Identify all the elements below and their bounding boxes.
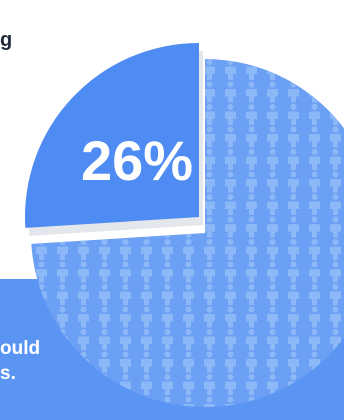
- text-fragment-bottom-line1: ould: [0, 338, 41, 359]
- text-fragment-bottom-line2: s.: [0, 363, 16, 384]
- pie-slice-26: [25, 43, 199, 228]
- text-fragment-top: g: [0, 29, 13, 51]
- pie-slice-74-icons: [31, 59, 344, 407]
- pie-slice-26-label: 26%: [81, 129, 193, 192]
- text-fragment-bottom: ould s.: [0, 336, 40, 386]
